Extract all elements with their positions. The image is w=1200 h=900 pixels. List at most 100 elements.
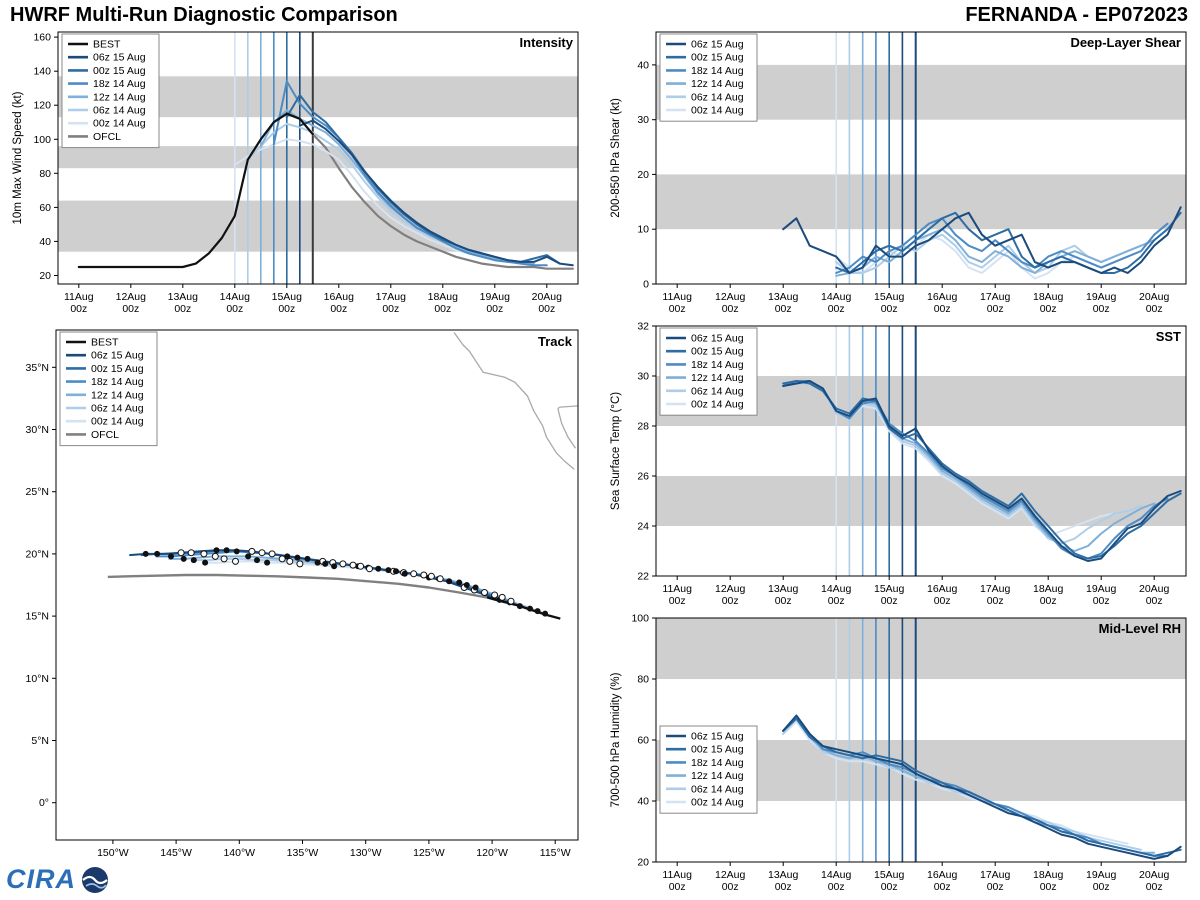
svg-text:28: 28 bbox=[637, 421, 649, 433]
rh-panel: 20 40 60 80 100 11Aug 00z 12Aug 00z 13Aug 00z 14Aug… bbox=[606, 612, 1194, 898]
svg-text:22: 22 bbox=[637, 571, 649, 583]
svg-text:00z: 00z bbox=[775, 881, 792, 893]
svg-text:06z 14 Aug: 06z 14 Aug bbox=[91, 403, 144, 415]
svg-text:12Aug: 12Aug bbox=[715, 291, 746, 303]
plot-series bbox=[782, 32, 1182, 284]
svg-text:Sea Surface Temp (°C): Sea Surface Temp (°C) bbox=[610, 392, 622, 510]
svg-text:00z 15 Aug: 00z 15 Aug bbox=[691, 52, 744, 64]
svg-text:00z: 00z bbox=[1093, 303, 1110, 315]
svg-text:19Aug: 19Aug bbox=[1086, 583, 1117, 595]
svg-text:125°W: 125°W bbox=[413, 847, 445, 859]
track-panel: 0° 5°N 10°N 15°N 20°N 25°N 30°N 35°N 150°W 145°W 1… bbox=[8, 322, 586, 874]
svg-text:12Aug: 12Aug bbox=[715, 583, 746, 595]
sst-panel: 22 24 26 28 30 32 11Aug 00z 12Aug 00z 13Aug 00z 14Au… bbox=[606, 320, 1194, 612]
svg-text:18z 14 Aug: 18z 14 Aug bbox=[93, 78, 146, 90]
svg-text:13Aug: 13Aug bbox=[768, 869, 799, 881]
svg-text:19Aug: 19Aug bbox=[1086, 291, 1117, 303]
svg-text:06z 15 Aug: 06z 15 Aug bbox=[691, 731, 744, 743]
svg-text:SST: SST bbox=[1156, 329, 1181, 344]
storm-title: FERNANDA - EP072023 bbox=[965, 4, 1188, 26]
svg-text:00z: 00z bbox=[1093, 881, 1110, 893]
svg-text:20: 20 bbox=[637, 169, 649, 181]
track-lines bbox=[107, 332, 578, 620]
svg-text:12z 14 Aug: 12z 14 Aug bbox=[691, 372, 744, 384]
svg-text:60: 60 bbox=[637, 735, 649, 747]
svg-text:17Aug: 17Aug bbox=[980, 583, 1011, 595]
svg-text:150°W: 150°W bbox=[97, 847, 129, 859]
cira-globe-icon bbox=[82, 866, 108, 893]
svg-text:18Aug: 18Aug bbox=[1033, 291, 1064, 303]
svg-text:00z 15 Aug: 00z 15 Aug bbox=[93, 65, 146, 77]
svg-text:14Aug: 14Aug bbox=[821, 291, 852, 303]
svg-text:700-500 hPa Humidity (%): 700-500 hPa Humidity (%) bbox=[610, 672, 622, 807]
svg-text:06z 14 Aug: 06z 14 Aug bbox=[691, 385, 744, 397]
svg-text:20Aug: 20Aug bbox=[1139, 583, 1170, 595]
svg-text:18z 14 Aug: 18z 14 Aug bbox=[691, 65, 744, 77]
svg-text:20°N: 20°N bbox=[26, 548, 49, 560]
svg-text:13Aug: 13Aug bbox=[168, 291, 199, 303]
svg-text:11Aug: 11Aug bbox=[662, 869, 692, 881]
svg-text:115°W: 115°W bbox=[540, 847, 571, 859]
intensity-panel: 20 40 60 80 100 120 140 160 11Aug 00z 12Aug 00z 13Au… bbox=[8, 26, 586, 320]
shear-panel: 0 10 20 30 40 11Aug 00z 12Aug 00z 13Aug 00z 14Aug 00… bbox=[606, 26, 1194, 320]
svg-text:BEST: BEST bbox=[93, 39, 121, 51]
svg-text:00z: 00z bbox=[1040, 881, 1057, 893]
svg-text:26: 26 bbox=[637, 471, 649, 483]
svg-text:Deep-Layer Shear: Deep-Layer Shear bbox=[1070, 35, 1181, 50]
svg-text:17Aug: 17Aug bbox=[980, 291, 1011, 303]
svg-text:06z 14 Aug: 06z 14 Aug bbox=[691, 91, 744, 103]
svg-text:00z: 00z bbox=[1146, 595, 1163, 607]
svg-text:17Aug: 17Aug bbox=[376, 291, 407, 303]
svg-text:60: 60 bbox=[39, 202, 51, 214]
svg-text:25°N: 25°N bbox=[26, 486, 49, 498]
svg-text:00z: 00z bbox=[1146, 881, 1163, 893]
svg-text:40: 40 bbox=[39, 236, 51, 248]
svg-text:00z: 00z bbox=[226, 303, 243, 315]
svg-text:00z: 00z bbox=[881, 303, 898, 315]
svg-text:35°N: 35°N bbox=[26, 362, 49, 374]
svg-text:11Aug: 11Aug bbox=[64, 291, 94, 303]
svg-text:30°N: 30°N bbox=[26, 424, 49, 436]
svg-text:00z: 00z bbox=[722, 303, 739, 315]
svg-text:12z 14 Aug: 12z 14 Aug bbox=[691, 78, 744, 90]
svg-text:18z 14 Aug: 18z 14 Aug bbox=[691, 757, 744, 769]
svg-text:Intensity: Intensity bbox=[520, 35, 574, 50]
svg-text:20: 20 bbox=[39, 270, 51, 282]
svg-text:00z 14 Aug: 00z 14 Aug bbox=[91, 416, 144, 428]
svg-text:00z: 00z bbox=[987, 881, 1004, 893]
svg-text:00z: 00z bbox=[538, 303, 555, 315]
svg-text:20Aug: 20Aug bbox=[532, 291, 563, 303]
svg-text:BEST: BEST bbox=[91, 337, 119, 349]
svg-text:10°N: 10°N bbox=[26, 673, 49, 685]
svg-text:00z: 00z bbox=[881, 595, 898, 607]
plot-series bbox=[782, 326, 1182, 576]
svg-text:30: 30 bbox=[637, 114, 649, 126]
svg-text:00z 14 Aug: 00z 14 Aug bbox=[691, 797, 744, 809]
svg-text:00z 14 Aug: 00z 14 Aug bbox=[93, 118, 146, 130]
svg-text:06z 15 Aug: 06z 15 Aug bbox=[91, 350, 144, 362]
svg-text:06z 15 Aug: 06z 15 Aug bbox=[691, 39, 744, 51]
svg-text:15Aug: 15Aug bbox=[874, 869, 905, 881]
svg-text:120: 120 bbox=[33, 100, 51, 112]
svg-text:200-850 hPa Shear (kt): 200-850 hPa Shear (kt) bbox=[610, 98, 622, 218]
svg-text:06z 14 Aug: 06z 14 Aug bbox=[691, 783, 744, 795]
svg-text:00z: 00z bbox=[669, 881, 686, 893]
svg-text:18Aug: 18Aug bbox=[428, 291, 459, 303]
svg-text:00z: 00z bbox=[987, 595, 1004, 607]
svg-text:00z: 00z bbox=[278, 303, 295, 315]
cira-logo-text: CIRA bbox=[6, 864, 76, 894]
svg-text:00z: 00z bbox=[434, 303, 451, 315]
svg-text:18z 14 Aug: 18z 14 Aug bbox=[91, 376, 144, 388]
svg-text:00z: 00z bbox=[122, 303, 139, 315]
svg-text:19Aug: 19Aug bbox=[1086, 869, 1117, 881]
svg-text:00z: 00z bbox=[1093, 595, 1110, 607]
svg-text:16Aug: 16Aug bbox=[927, 291, 958, 303]
svg-text:00z 14 Aug: 00z 14 Aug bbox=[691, 399, 744, 411]
svg-text:5°N: 5°N bbox=[31, 735, 49, 747]
svg-text:00z: 00z bbox=[775, 595, 792, 607]
svg-text:00z: 00z bbox=[70, 303, 87, 315]
svg-text:80: 80 bbox=[39, 168, 51, 180]
svg-text:06z 14 Aug: 06z 14 Aug bbox=[93, 105, 146, 117]
svg-text:00z: 00z bbox=[486, 303, 503, 315]
